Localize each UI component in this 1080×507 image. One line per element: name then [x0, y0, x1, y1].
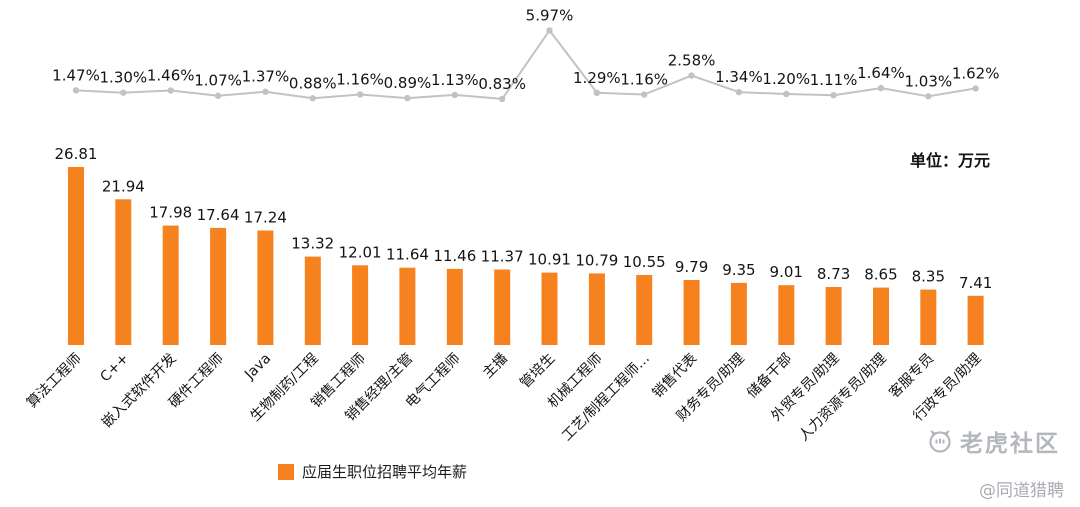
percent-point: [783, 90, 790, 98]
percent-label: 1.07%: [194, 72, 242, 90]
percent-point: [877, 84, 885, 92]
legend-label: 应届生职位招聘平均年薪: [302, 463, 468, 481]
percent-point: [262, 88, 269, 95]
salary-bar: [920, 289, 937, 345]
salary-bar: [588, 273, 605, 345]
percent-label: 1.11%: [810, 71, 858, 89]
bar-value-label: 21.94: [102, 177, 145, 195]
salary-bar: [304, 256, 321, 345]
percent-label: 0.83%: [478, 75, 526, 93]
percent-label: 1.13%: [431, 71, 479, 89]
legend-swatch: [278, 463, 294, 480]
percent-label: 2.58%: [668, 52, 716, 70]
percent-label: 1.62%: [952, 64, 1000, 82]
percent-label: 5.97%: [526, 6, 574, 24]
bar-value-label: 11.46: [433, 247, 476, 265]
bar-value-label: 8.73: [817, 265, 850, 283]
watermark-community-label: 老虎社区: [960, 431, 1060, 457]
percent-point: [735, 88, 743, 96]
percent-label: 1.16%: [336, 71, 384, 89]
percent-label: 1.34%: [715, 68, 763, 86]
percent-point: [925, 93, 932, 100]
category-label: 管培生: [517, 351, 558, 392]
legend: 应届生职位招聘平均年薪: [278, 461, 467, 482]
bar-value-label: 9.01: [770, 263, 803, 281]
salary-bar: [873, 287, 889, 345]
percent-point: [72, 87, 80, 94]
salary-bar: [778, 285, 795, 345]
category-label: 工艺/制程工程师…: [559, 351, 653, 445]
bar-value-label: 9.35: [722, 261, 755, 279]
salary-bar: [352, 265, 369, 345]
category-label: 人力资源专员/助理: [796, 351, 890, 445]
percent-label: 1.03%: [904, 72, 952, 90]
bar-value-label: 10.55: [623, 253, 666, 271]
salary-bar: [68, 167, 84, 345]
tiger-logo-icon: [929, 430, 951, 453]
percent-point: [546, 27, 553, 34]
salary-bar: [967, 295, 984, 345]
watermark-handle: @同道猎聘: [979, 481, 1064, 501]
category-label: C++: [97, 351, 132, 386]
percent-point: [593, 89, 601, 97]
percent-point: [641, 91, 648, 98]
bar-value-label: 17.98: [149, 204, 192, 222]
bar-value-label: 17.24: [244, 209, 287, 227]
unit-label: 单位：万元: [909, 151, 990, 170]
percent-point: [830, 92, 837, 99]
category-label: Java: [241, 351, 274, 384]
bar-value-label: 8.65: [864, 266, 897, 284]
salary-bar: [162, 225, 179, 345]
percent-point: [972, 85, 979, 92]
percent-point: [688, 72, 695, 79]
percent-point: [167, 87, 174, 94]
bar-value-label: 10.79: [575, 251, 618, 269]
salary-bar: [494, 269, 511, 345]
salary-bar: [210, 227, 227, 345]
bar-value-label: 13.32: [291, 235, 334, 253]
percent-point: [498, 95, 506, 103]
percent-label: 0.89%: [384, 74, 432, 92]
bar-value-label: 7.41: [959, 274, 992, 292]
percent-point: [404, 94, 411, 102]
percent-point: [309, 95, 316, 102]
bar-value-label: 11.37: [481, 248, 524, 266]
bar-value-label: 8.35: [912, 268, 945, 286]
salary-bar: [115, 199, 132, 345]
percent-label: 0.88%: [289, 74, 337, 92]
salary-bar: [825, 287, 842, 345]
percent-point: [451, 91, 458, 99]
percent-label: 1.46%: [147, 67, 195, 85]
bar-value-label: 26.81: [55, 145, 98, 163]
watermark-tiger-community: 老虎社区: [926, 424, 1060, 458]
bar-value-label: 10.91: [528, 251, 571, 269]
bar-value-label: 11.64: [386, 246, 429, 264]
percent-point: [356, 91, 364, 98]
salary-bar: [636, 275, 653, 345]
bar-value-label: 12.01: [339, 243, 382, 261]
percent-label: 1.47%: [52, 66, 100, 84]
salary-bar: [446, 268, 463, 345]
percent-point: [120, 89, 127, 96]
percent-line: [75, 29, 977, 100]
bar-value-label: 9.79: [675, 258, 708, 276]
percent-label: 1.37%: [242, 68, 290, 86]
category-label: 主播: [480, 351, 511, 382]
percent-label: 1.29%: [573, 69, 621, 87]
salary-bar: [541, 272, 558, 345]
percent-label: 1.64%: [857, 64, 905, 82]
percent-point: [214, 92, 222, 99]
percent-label: 1.30%: [100, 69, 148, 87]
bar-value-label: 17.64: [197, 206, 240, 224]
salary-bar: [683, 280, 700, 345]
salary-bar: [730, 282, 747, 345]
salary-bar: [399, 267, 416, 345]
percent-label: 1.20%: [762, 70, 810, 88]
percent-label: 1.16%: [620, 71, 668, 89]
salary-bar: [257, 230, 274, 345]
category-label: 算法工程师: [24, 351, 85, 412]
